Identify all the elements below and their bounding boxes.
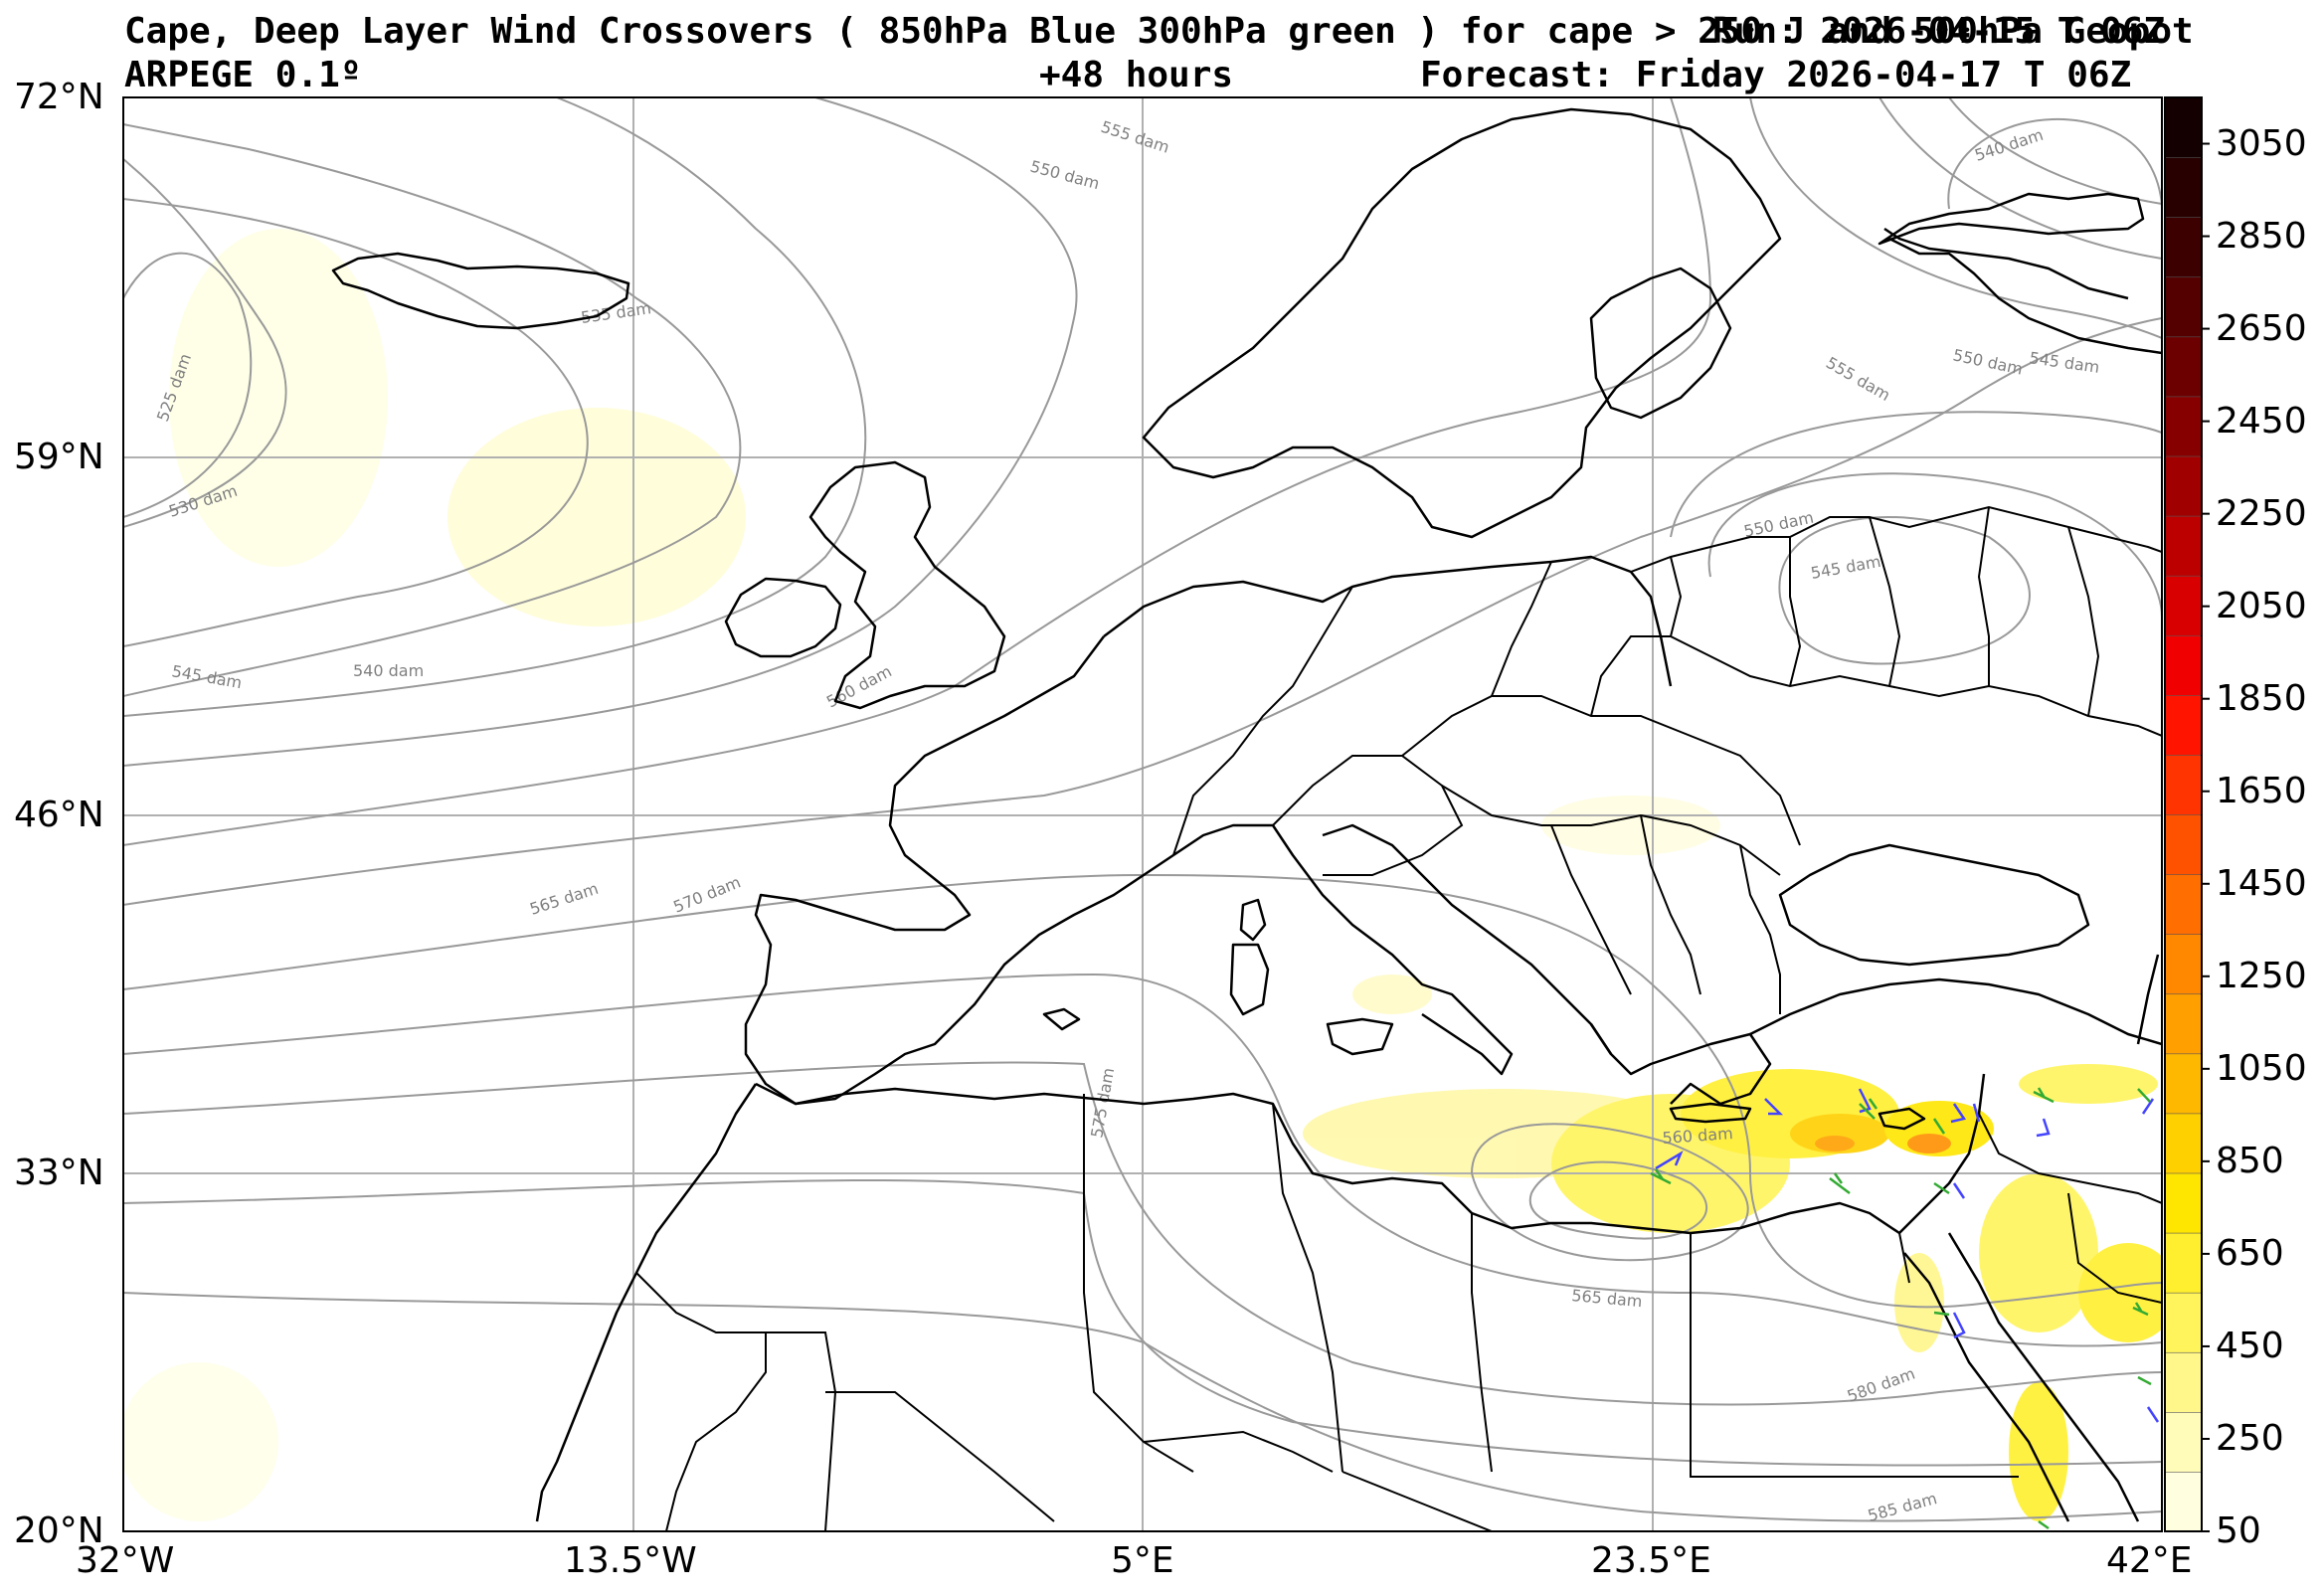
contour-label-560b: 560 dam — [1662, 1124, 1733, 1148]
forecast-time: Forecast: Friday 2026-04-17 T 06Z — [1420, 55, 2132, 95]
colorbar-tick-label: 250 — [2216, 1417, 2284, 1459]
lon-label-42e: 42°E — [2106, 1540, 2193, 1581]
continental-europe-coast — [1103, 555, 1673, 687]
colorbar-segment — [2164, 515, 2203, 577]
map-frame — [122, 96, 2163, 1532]
colorbar-segment — [2164, 694, 2203, 756]
colorbar-segment — [2164, 1292, 2203, 1353]
colorbar-tick-label: 1450 — [2216, 862, 2307, 904]
country-borders — [635, 505, 2162, 1531]
contour-label-540: 540 dam — [353, 661, 424, 680]
caspian-coast — [2136, 954, 2160, 1045]
colorbar-tick-label: 650 — [2216, 1232, 2284, 1274]
north-africa-coast — [755, 1073, 1986, 1235]
lon-label-5e: 5°E — [1111, 1540, 1174, 1581]
sicily-coast — [1326, 1017, 1394, 1056]
great-britain-coast — [808, 460, 1006, 710]
colorbar-tick-label: 850 — [2216, 1140, 2284, 1181]
colorbar-segment — [2164, 992, 2203, 1055]
cyprus-coast — [1877, 1107, 1926, 1131]
colorbar-tick-label: 2850 — [2216, 215, 2307, 257]
colorbar-tick-label: 3050 — [2216, 122, 2307, 164]
wind-barbs-850hpa — [1655, 1088, 2160, 1423]
colorbar-segment — [2164, 634, 2203, 696]
lon-label-23-5e: 23.5°E — [1591, 1540, 1711, 1581]
colorbar-segment — [2164, 1053, 2203, 1115]
lat-label-59n: 59°N — [14, 437, 104, 477]
colorbar-segment — [2164, 1232, 2203, 1294]
colorbar-tick-label: 450 — [2216, 1325, 2284, 1366]
lat-label-20n: 20°N — [14, 1510, 104, 1551]
colorbar-segment — [2164, 275, 2203, 338]
morocco-coast — [535, 1083, 758, 1522]
map-title: Cape, Deep Layer Wind Crossovers ( 850hP… — [124, 11, 2194, 52]
white-sea-coast — [1888, 237, 2162, 355]
colorbar-segment — [2164, 1172, 2203, 1234]
colorbar-segment — [2164, 216, 2203, 278]
colorbar-segment — [2164, 873, 2203, 935]
lon-label-13-5w: 13.5°W — [564, 1540, 697, 1581]
colorbar-tick-label: 2250 — [2216, 492, 2307, 534]
colorbar-segment — [2164, 455, 2203, 517]
cape-shading — [123, 229, 2162, 1521]
colorbar-tick-label: 1850 — [2216, 677, 2307, 719]
finland-coast — [1589, 266, 1732, 420]
colorbar-segment — [2164, 754, 2203, 815]
scandinavia-coast — [1142, 107, 1782, 539]
colorbar-tick-label: 1650 — [2216, 770, 2307, 811]
turkey-coast — [1749, 977, 2162, 1046]
coastlines — [331, 107, 2162, 1522]
model-name: ARPEGE 0.1º — [124, 55, 362, 95]
red-sea-coast — [1903, 1252, 2070, 1522]
lon-label-32w: 32°W — [76, 1540, 175, 1581]
corsica-coast — [1239, 898, 1267, 942]
crete-coast — [1669, 1102, 1752, 1124]
lat-label-46n: 46°N — [14, 795, 104, 835]
colorbar-segment — [2164, 1113, 2203, 1174]
colorbar-tick-label: 2050 — [2216, 585, 2307, 626]
colorbar — [2164, 96, 2210, 1532]
italy-coast — [1172, 823, 1514, 1076]
wind-barbs-300hpa — [1650, 1087, 2152, 1530]
colorbar-segment — [2164, 1351, 2203, 1413]
colorbar-tick-label: 1250 — [2216, 955, 2307, 996]
balearics-coast — [1042, 1007, 1081, 1031]
colorbar-frame — [2164, 96, 2203, 1532]
colorbar-segment — [2164, 1411, 2203, 1473]
novaya-zemlya-coast — [1883, 227, 2129, 300]
colorbar-tick-label: 2450 — [2216, 400, 2307, 442]
colorbar-segment — [2164, 575, 2203, 636]
colorbar-segment — [2164, 336, 2203, 398]
colorbar-segment — [2164, 933, 2203, 995]
colorbar-tick-label: 1050 — [2216, 1047, 2307, 1089]
france-spain-coast — [744, 635, 1174, 1106]
run-time: Run: 2026-04-15 T 06Z — [1712, 11, 2166, 52]
colorbar-segment — [2164, 1471, 2203, 1532]
lat-label-33n: 33°N — [14, 1153, 104, 1193]
greece-coast — [1589, 1023, 1772, 1106]
red-sea-coast-east — [1947, 1232, 2140, 1522]
colorbar-segment — [2164, 396, 2203, 457]
colorbar-segment — [2164, 96, 2203, 158]
geopotential-contours — [123, 97, 2162, 1522]
black-sea-coast — [1778, 843, 2090, 967]
colorbar-tick-label: 50 — [2216, 1510, 2261, 1551]
kola-coast — [1877, 192, 2145, 246]
ireland-coast — [724, 577, 842, 658]
colorbar-segment — [2164, 156, 2203, 218]
lat-label-72n: 72°N — [14, 77, 104, 117]
adriatic-coast — [1322, 823, 1613, 1055]
colorbar-segment — [2164, 813, 2203, 875]
iceland-coast — [331, 252, 630, 330]
lead-time: +48 hours — [1039, 55, 1234, 95]
sardinia-coast — [1229, 943, 1270, 1016]
colorbar-tick-label: 2650 — [2216, 307, 2307, 349]
